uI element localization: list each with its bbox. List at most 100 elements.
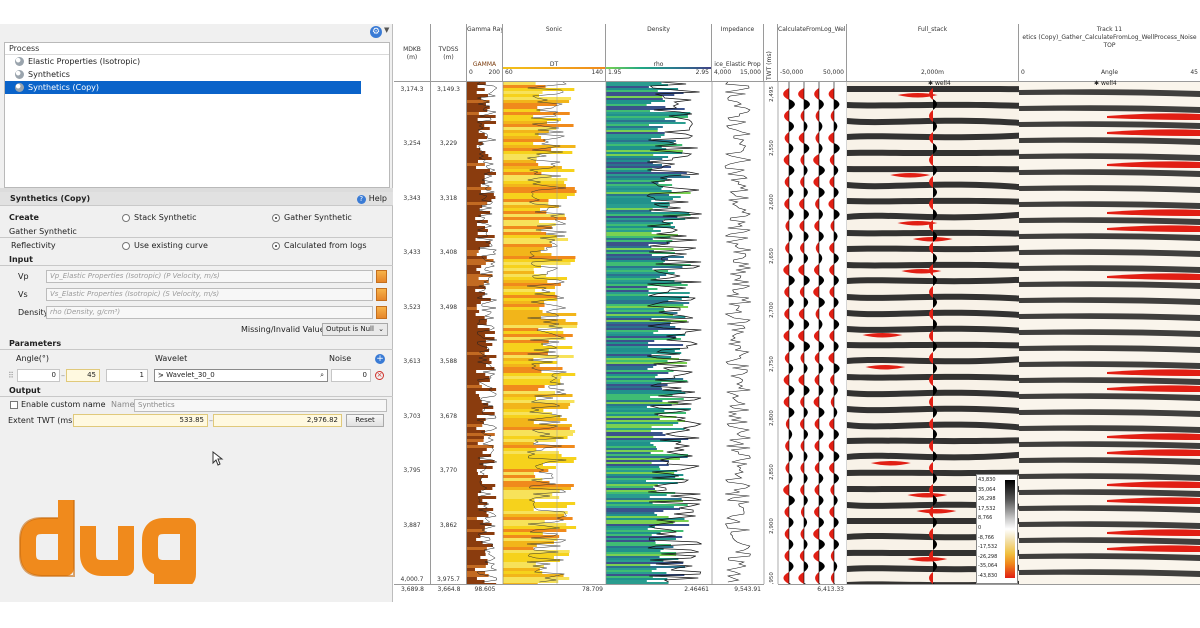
gamma-fill bbox=[467, 514, 489, 517]
sonic-fill bbox=[503, 466, 556, 469]
stack-synthetic-radio[interactable]: Stack Synthetic bbox=[122, 210, 196, 226]
wiggle-positive bbox=[799, 198, 804, 210]
log-tracks-canvas[interactable]: 2,495 2,550 2,600 2,650 2,700 2,750 2,800 2,850… bbox=[467, 82, 1200, 584]
wiggle-negative bbox=[819, 297, 825, 308]
density-fill bbox=[606, 324, 670, 326]
wiggle-negative bbox=[834, 407, 838, 418]
density-header[interactable]: Density rho 1.95 2.95 bbox=[606, 24, 712, 82]
sonic-fill bbox=[503, 244, 552, 247]
process-item-synthetics-copy[interactable]: Synthetics (Copy) bbox=[5, 81, 361, 94]
sonic-fill bbox=[503, 436, 568, 439]
search-icon[interactable]: ⌕ bbox=[320, 371, 324, 379]
density-fill bbox=[606, 386, 662, 388]
sonic-fill bbox=[503, 577, 570, 580]
panel-splitter[interactable] bbox=[0, 188, 393, 192]
wiggle-negative bbox=[834, 231, 838, 242]
full-stack-header[interactable]: Full_stack 2,000m bbox=[847, 24, 1019, 82]
gamma-fill bbox=[467, 505, 478, 508]
impedance-header[interactable]: Impedance ice_Elastic Prop 4,000 15,000 bbox=[712, 24, 764, 82]
seismic-peak bbox=[916, 509, 957, 514]
density-fill bbox=[606, 98, 663, 100]
gather-trough bbox=[1019, 121, 1200, 129]
extent-row: Extent TWT (ms) 533.85 – 2,976.82 Reset bbox=[0, 413, 393, 429]
mdkb-title: MDKB bbox=[403, 46, 421, 53]
enable-custom-name-checkbox[interactable] bbox=[10, 401, 18, 409]
wiggle-negative bbox=[804, 99, 810, 110]
name-field[interactable]: Synthetics bbox=[134, 399, 387, 412]
curve-name: DT bbox=[549, 61, 559, 68]
curve-picker-icon[interactable] bbox=[376, 288, 387, 301]
sonic-fill bbox=[503, 499, 535, 502]
density-fill bbox=[606, 256, 684, 258]
help-icon: ? bbox=[356, 194, 366, 204]
remove-row-icon[interactable]: × bbox=[375, 371, 384, 380]
density-fill bbox=[606, 400, 663, 402]
add-row-icon[interactable]: + bbox=[375, 354, 385, 364]
well-marker-full-stack[interactable]: ✱ well4 bbox=[928, 80, 951, 87]
wiggle-positive bbox=[830, 484, 834, 496]
gather-trough bbox=[1019, 185, 1200, 193]
gamma-footer: 98.605 bbox=[467, 584, 503, 594]
gamma-fill bbox=[467, 493, 478, 496]
twt-from-input[interactable]: 533.85 bbox=[73, 414, 208, 427]
gamma-ray-header[interactable]: Gamma Ray GAMMA 0 200 bbox=[467, 24, 503, 82]
track-11-header[interactable]: Track 11 etics (Copy)_Gather_CalculateFr… bbox=[1019, 24, 1200, 82]
process-item-elastic-properties[interactable]: Elastic Properties (Isotropic) bbox=[5, 55, 389, 68]
gamma-fill bbox=[467, 403, 489, 406]
help-button[interactable]: ? Help bbox=[356, 192, 387, 206]
gamma-fill bbox=[467, 355, 497, 358]
well-wiggle-positive bbox=[929, 88, 933, 100]
drag-handle-icon[interactable]: ⠿ bbox=[8, 371, 14, 380]
wiggle-negative bbox=[804, 561, 809, 572]
sonic-fill bbox=[503, 334, 573, 337]
sonic-fill bbox=[503, 322, 578, 325]
sonic-fill bbox=[503, 529, 567, 532]
well-wiggle-positive bbox=[929, 484, 933, 496]
process-item-synthetics[interactable]: Synthetics bbox=[5, 68, 389, 81]
sonic-fill bbox=[503, 211, 547, 214]
density-fill bbox=[606, 278, 657, 280]
density-fill bbox=[606, 406, 647, 408]
sonic-header[interactable]: Sonic DT 60 140 bbox=[503, 24, 606, 82]
use-existing-curve-radio[interactable]: Use existing curve bbox=[122, 238, 208, 254]
reset-button[interactable]: Reset bbox=[346, 414, 384, 427]
gamma-fill bbox=[467, 451, 483, 454]
sonic-fill bbox=[503, 292, 556, 295]
curve-picker-icon[interactable] bbox=[376, 270, 387, 283]
well-marker-track-11[interactable]: ✱ well4 bbox=[1094, 80, 1117, 87]
chevron-down-icon[interactable]: ▼ bbox=[384, 26, 390, 34]
calc-from-log-header[interactable]: CalculateFromLog_Well -50,000 50,000 bbox=[778, 24, 847, 82]
density-fill bbox=[606, 158, 663, 160]
twt-to-input[interactable]: 2,976.82 bbox=[213, 414, 342, 427]
sonic-fill bbox=[503, 148, 552, 151]
well-wiggle-positive bbox=[929, 154, 933, 166]
gamma-fill bbox=[467, 448, 487, 451]
wiggle-negative bbox=[804, 121, 808, 132]
angle-from-input[interactable]: 0 bbox=[17, 369, 60, 382]
angle-step-input[interactable]: 1 bbox=[106, 369, 148, 382]
noise-input[interactable]: 0 bbox=[331, 369, 371, 382]
sonic-footer: 78.709 bbox=[503, 584, 606, 594]
density-fill bbox=[606, 462, 652, 464]
vs-field[interactable]: Vs_Elastic Properties (Isotropic) (S Vel… bbox=[46, 288, 373, 301]
angle-label: Angle(°) bbox=[16, 354, 50, 363]
missing-values-select[interactable]: Output is Null ⌄ bbox=[322, 323, 388, 336]
gamma-fill bbox=[467, 106, 490, 109]
vp-field[interactable]: Vp_Elastic Properties (Isotropic) (P Vel… bbox=[46, 270, 373, 283]
vs-row: Vs Vs_Elastic Properties (Isotropic) (S … bbox=[0, 287, 393, 303]
gather-synthetic-radio[interactable]: Gather Synthetic bbox=[272, 210, 352, 226]
curve-picker-icon[interactable] bbox=[376, 306, 387, 319]
calculated-from-logs-radio[interactable]: Calculated from logs bbox=[272, 238, 367, 254]
sonic-fill bbox=[503, 496, 560, 499]
angle-to-input[interactable]: 45 bbox=[66, 369, 100, 382]
wiggle-positive bbox=[813, 264, 819, 276]
gear-icon[interactable]: ⚙ bbox=[370, 26, 382, 38]
gather-trough bbox=[1019, 281, 1200, 289]
sonic-fill bbox=[503, 97, 572, 100]
track-name: Sonic bbox=[545, 26, 563, 33]
gamma-fill bbox=[467, 556, 481, 559]
wavelet-select[interactable]: ⋟ Wavelet_30_0 ⌕ bbox=[154, 369, 328, 382]
density-fill bbox=[606, 260, 665, 262]
density-field[interactable]: rho (Density, g/cm³) bbox=[46, 306, 373, 319]
density-fill bbox=[606, 556, 660, 558]
